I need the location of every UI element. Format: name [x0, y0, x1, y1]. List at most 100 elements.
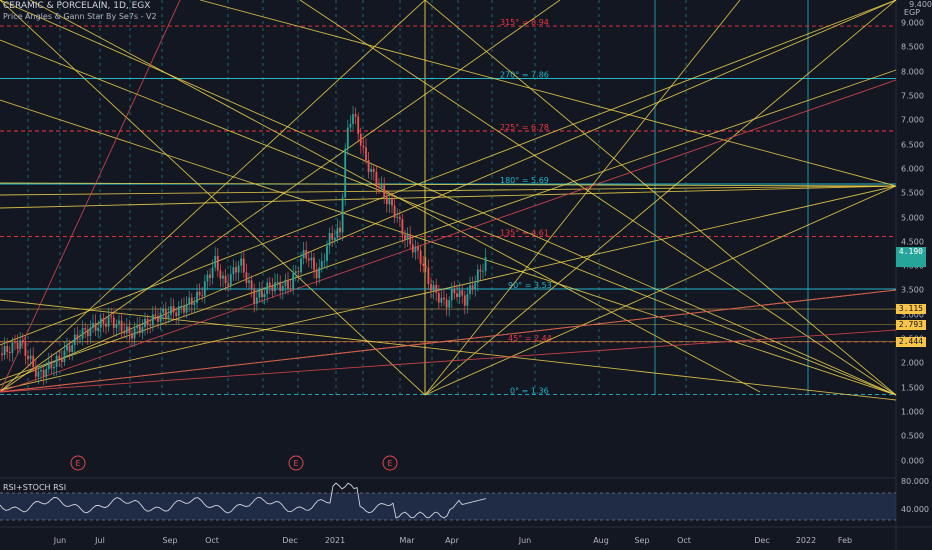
candle-body — [307, 258, 310, 261]
gann-fan-line — [0, 39, 897, 396]
candle-body — [391, 199, 393, 206]
candle-body — [66, 345, 68, 351]
time-axis-label: Mar — [399, 536, 415, 545]
candle-body — [294, 271, 297, 274]
candle-body — [404, 234, 406, 240]
candle-body — [253, 288, 256, 304]
candle-body — [385, 196, 388, 205]
candle-body — [115, 323, 118, 328]
time-axis-label: Apr — [445, 536, 459, 545]
candle-body — [3, 345, 6, 356]
candle-body — [414, 246, 417, 253]
candle-body — [344, 148, 347, 198]
candle-body — [401, 219, 404, 235]
candle-body — [292, 273, 295, 289]
candle-body — [242, 258, 245, 273]
candle-body — [450, 289, 453, 301]
candle-body — [162, 309, 165, 313]
candle-body — [167, 314, 170, 318]
candle-body — [474, 282, 477, 290]
candle-body — [482, 271, 484, 272]
rsi-scale-label: 40.000 — [901, 505, 929, 514]
time-axis-label: Dec — [754, 536, 770, 545]
candle-body — [255, 297, 258, 304]
candle-body — [172, 306, 175, 313]
candle-body — [346, 127, 349, 149]
candle-body — [32, 355, 35, 368]
time-axis-label: Sep — [162, 536, 178, 545]
candle-body — [393, 205, 396, 218]
price-axis-label: 0.500 — [901, 431, 924, 441]
candle-body — [60, 358, 63, 362]
candle-body — [258, 290, 261, 298]
candle-body — [318, 267, 321, 279]
gann-fan-line — [424, 0, 741, 396]
candle-body — [461, 290, 464, 296]
candle-body — [190, 297, 193, 305]
candle-body — [185, 304, 188, 313]
candle-body — [157, 316, 159, 322]
candle-body — [222, 275, 224, 279]
candle-body — [84, 328, 87, 330]
candle-body — [141, 327, 144, 333]
gann-fan-line — [424, 0, 897, 396]
candle-body — [362, 145, 365, 148]
gann-fan-line — [299, 0, 897, 396]
gann-fan-line — [29, 0, 761, 393]
candle-body — [53, 366, 55, 369]
candle-body — [138, 325, 141, 333]
candle-body — [8, 351, 11, 354]
candle-body — [118, 320, 120, 324]
candle-body — [333, 237, 336, 240]
candle-body — [378, 186, 380, 188]
candle-body — [68, 345, 71, 352]
rsi-band — [0, 493, 896, 520]
candle-body — [440, 297, 443, 303]
price-axis-label: 1.500 — [901, 383, 924, 393]
candle-body — [42, 369, 45, 377]
time-axis-label: Jun — [53, 536, 67, 545]
candle-body — [196, 291, 198, 303]
candle-body — [71, 344, 74, 352]
price-axis-label: 3.500 — [901, 285, 924, 295]
price-badge: 2.444 — [895, 336, 926, 347]
candle-body — [175, 312, 178, 316]
candle-body — [180, 306, 183, 307]
candle-body — [406, 234, 409, 240]
candle-body — [279, 281, 282, 291]
rsi-label[interactable]: RSI+STOCH RSI — [3, 483, 67, 492]
time-axis-label: Jun — [518, 536, 532, 545]
candle-body — [313, 257, 315, 270]
gann-fan-line — [424, 185, 897, 396]
candle-body — [268, 282, 271, 286]
candle-body — [287, 279, 289, 289]
gann-angle-line — [0, 289, 897, 393]
candle-body — [110, 316, 113, 318]
candle-body — [240, 258, 243, 266]
candle-body — [1, 353, 3, 356]
candle-body — [232, 267, 235, 275]
gann-fan-line — [0, 182, 897, 187]
candle-body — [284, 279, 287, 287]
candle-body — [409, 234, 412, 245]
candle-body — [45, 369, 48, 377]
time-axis-label: Dec — [282, 536, 298, 545]
candle-body — [430, 284, 432, 291]
indicator-label[interactable]: Price Angles & Gann Star By Se7s - V2 — [3, 12, 157, 21]
candle-body — [193, 302, 196, 305]
candle-body — [27, 355, 29, 360]
candle-body — [105, 323, 107, 327]
candle-body — [476, 269, 479, 283]
gann-fan-line — [0, 69, 897, 381]
candle-body — [94, 322, 97, 331]
candle-body — [310, 257, 313, 261]
candle-body — [435, 284, 438, 293]
symbol-title[interactable]: CERAMIC & PORCELAIN, 1D, EGX — [3, 1, 151, 11]
price-axis-label: 0.000 — [901, 456, 924, 465]
candle-body — [214, 255, 217, 268]
candle-body — [471, 285, 474, 290]
candle-body — [201, 295, 204, 297]
price-axis-label: 7.000 — [901, 115, 924, 125]
gann-fan-line — [0, 0, 426, 396]
